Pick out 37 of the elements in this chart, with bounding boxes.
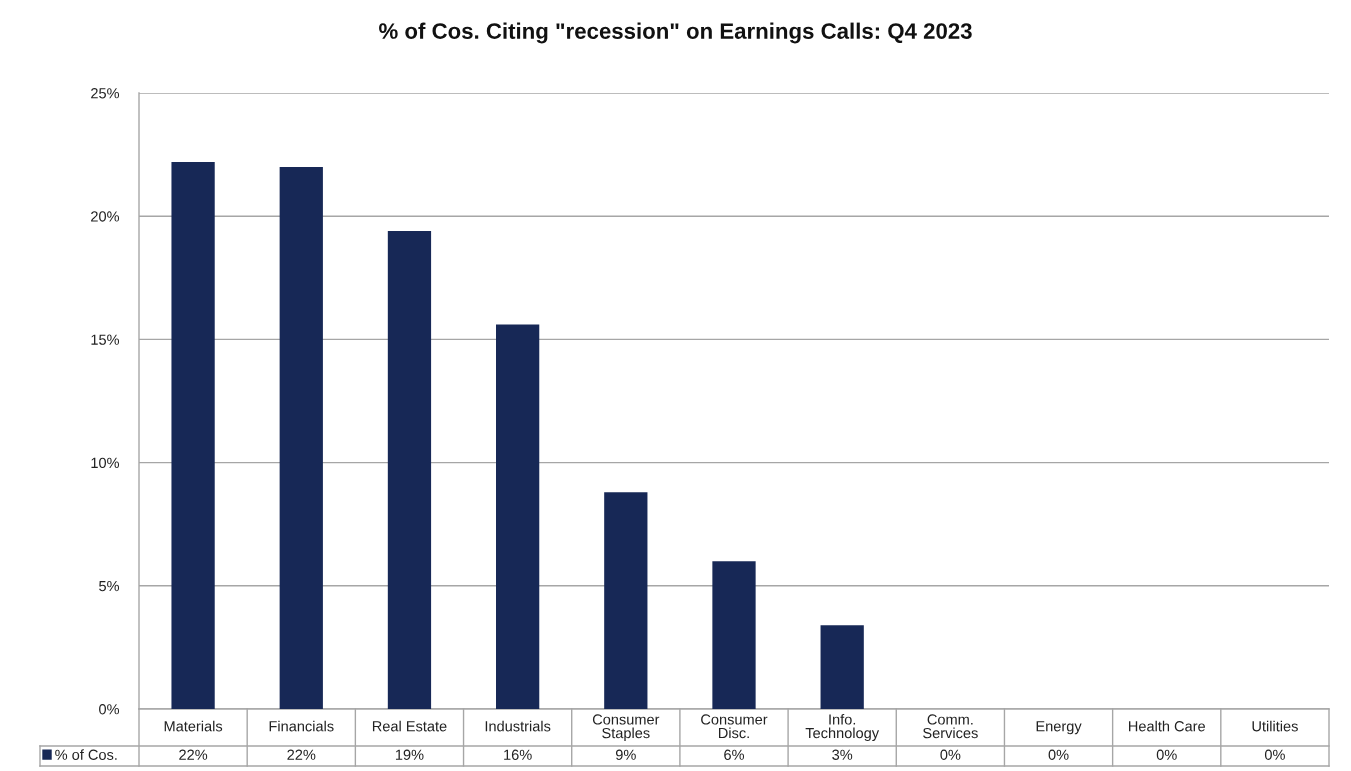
x-tick-label: Consumer Disc. — [701, 714, 768, 739]
data-label: 22% — [287, 749, 316, 760]
x-tick-label: Materials — [164, 720, 223, 732]
data-label: 0% — [1264, 749, 1285, 760]
chart-title: % of Cos. Citing "recession" on Earnings Calls: Q4 2023 — [379, 22, 972, 44]
data-label: 3% — [832, 749, 853, 760]
x-tick-label: Real Estate — [372, 720, 447, 732]
x-tick-label: Industrials — [485, 720, 551, 732]
bar — [712, 561, 756, 709]
x-tick-label: Utilities — [1252, 720, 1298, 732]
data-label: 16% — [504, 749, 532, 760]
data-label: 22% — [179, 749, 208, 760]
x-tick-label: Info. Technology — [805, 713, 880, 742]
x-tick-label: Energy — [1036, 721, 1082, 735]
x-tick-label: Financials — [269, 720, 334, 732]
x-tick-label: Consumer Staples — [592, 714, 660, 742]
legend-label: % of Cos. — [55, 749, 117, 760]
data-label: 0% — [940, 749, 961, 760]
bar — [820, 625, 864, 709]
data-label: 6% — [724, 749, 745, 760]
bar — [171, 161, 215, 709]
bar — [604, 492, 648, 709]
y-tick-label: 20% — [91, 211, 120, 222]
bar — [387, 230, 432, 709]
data-label: 19% — [395, 749, 424, 760]
bar — [279, 166, 323, 709]
x-tick-label: Comm. Services — [923, 714, 978, 739]
x-tick-label: Health Care — [1129, 720, 1205, 732]
data-label: 9% — [615, 749, 636, 760]
y-tick-label: 10% — [91, 457, 120, 469]
y-tick-label: 15% — [91, 334, 120, 345]
y-tick-label: 0% — [99, 704, 120, 715]
y-tick-label: 25% — [91, 88, 120, 99]
data-label: 0% — [1156, 749, 1177, 760]
bar — [496, 324, 540, 709]
y-tick-label: 5% — [99, 580, 120, 592]
data-label: 0% — [1048, 749, 1069, 760]
